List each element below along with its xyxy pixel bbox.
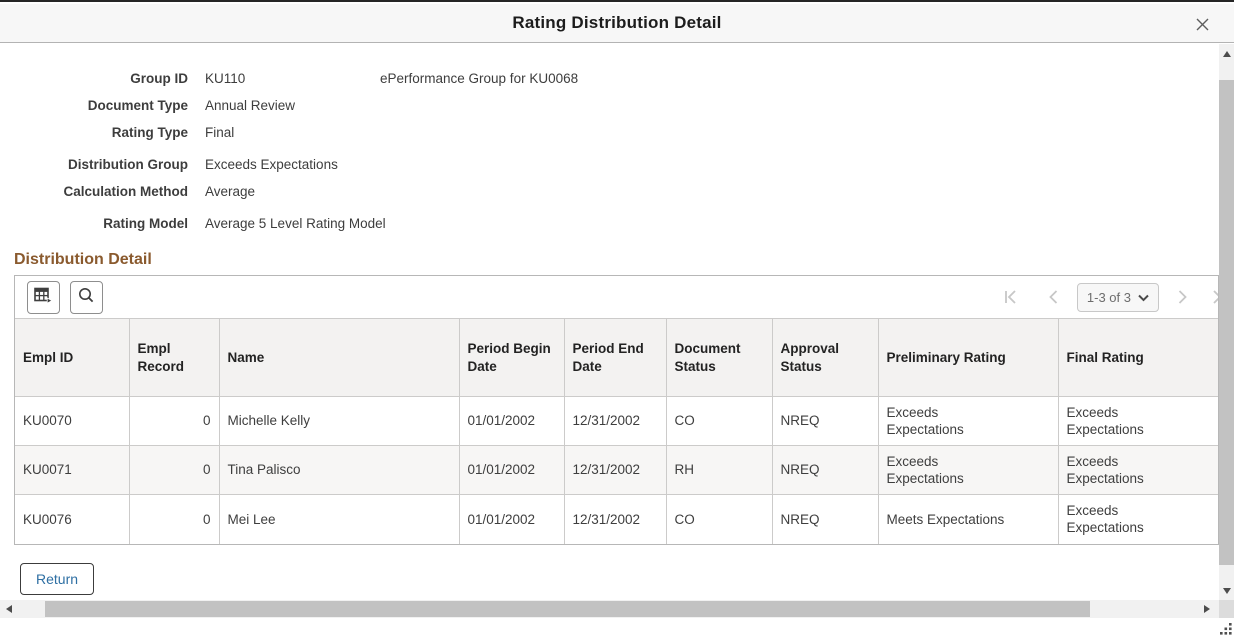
vertical-scrollbar[interactable] bbox=[1219, 44, 1234, 602]
distribution-group-value: Exceeds Expectations bbox=[205, 157, 338, 172]
dialog-content: Group ID KU110 ePerformance Group for KU… bbox=[0, 44, 1219, 602]
scroll-up-icon[interactable] bbox=[1219, 47, 1234, 61]
grid-personalize-download-icon bbox=[34, 287, 53, 307]
field-distribution-group: Distribution Group Exceeds Expectations bbox=[0, 151, 1219, 178]
col-header-empl-record: Empl Record bbox=[128, 318, 220, 397]
cell-final-rating: Exceeds Expectations bbox=[1057, 396, 1218, 446]
cell-period-begin: 01/01/2002 bbox=[458, 396, 565, 446]
horizontal-scrollbar[interactable] bbox=[0, 600, 1219, 618]
page-title: Rating Distribution Detail bbox=[512, 13, 722, 32]
field-rating-type: Rating Type Final bbox=[0, 119, 1219, 146]
section-title: Distribution Detail bbox=[14, 251, 152, 268]
calculation-method-value: Average bbox=[205, 184, 256, 199]
first-page-icon[interactable] bbox=[1002, 289, 1018, 305]
resize-grip-icon[interactable] bbox=[1219, 622, 1232, 635]
cell-empl-record: 0 bbox=[128, 494, 220, 544]
row-range-label: 1-3 of 3 bbox=[1086, 289, 1131, 305]
col-header-preliminary-rating: Preliminary Rating bbox=[877, 318, 1059, 397]
cell-empl-id: KU0070 bbox=[15, 396, 130, 446]
scroll-right-icon[interactable] bbox=[1200, 600, 1214, 618]
cell-period-end: 12/31/2002 bbox=[563, 494, 667, 544]
cell-final-rating: Exceeds Expectations bbox=[1057, 494, 1218, 544]
cell-preliminary-rating: Exceeds Expectations bbox=[877, 445, 1059, 495]
cell-preliminary-rating: Meets Expectations bbox=[877, 494, 1059, 544]
cell-document-status: RH bbox=[665, 445, 773, 495]
previous-page-icon[interactable] bbox=[1046, 289, 1062, 305]
rating-model-label: Rating Model bbox=[103, 216, 188, 231]
col-header-name: Name bbox=[218, 318, 460, 397]
dialog-titlebar: Rating Distribution Detail bbox=[0, 4, 1234, 43]
rating-model-value: Average 5 Level Rating Model bbox=[205, 216, 386, 231]
cell-empl-record: 0 bbox=[128, 445, 220, 495]
grid-pagination: 1-3 of 3 bbox=[1002, 282, 1218, 312]
return-button[interactable]: Return bbox=[20, 562, 95, 595]
cell-approval-status: NREQ bbox=[771, 445, 879, 495]
cell-approval-status: NREQ bbox=[771, 396, 879, 446]
field-rating-model: Rating Model Average 5 Level Rating Mode… bbox=[0, 210, 1219, 237]
grid-action-buttons bbox=[27, 280, 113, 314]
cell-preliminary-rating: Exceeds Expectations bbox=[877, 396, 1059, 446]
row-range-select[interactable]: 1-3 of 3 bbox=[1076, 282, 1159, 312]
cell-name: Mei Lee bbox=[218, 494, 460, 544]
cell-period-end: 12/31/2002 bbox=[563, 445, 667, 495]
horizontal-scrollbar-thumb[interactable] bbox=[45, 601, 1090, 617]
col-header-final-rating: Final Rating bbox=[1057, 318, 1218, 397]
search-icon bbox=[78, 287, 95, 307]
col-header-period-end-date: Period End Date bbox=[563, 318, 667, 397]
document-type-label: Document Type bbox=[87, 98, 188, 113]
close-icon[interactable] bbox=[1192, 14, 1212, 34]
cell-final-rating: Exceeds Expectations bbox=[1057, 445, 1218, 495]
cell-document-status: CO bbox=[665, 494, 773, 544]
scroll-down-icon[interactable] bbox=[1219, 584, 1234, 598]
cell-document-status: CO bbox=[665, 396, 773, 446]
grid-toolbar: 1-3 of 3 bbox=[15, 276, 1218, 318]
group-id-value: KU110 bbox=[205, 71, 246, 86]
scroll-left-icon[interactable] bbox=[2, 600, 16, 618]
cell-name: Michelle Kelly bbox=[218, 396, 460, 446]
distribution-group-label: Distribution Group bbox=[68, 157, 188, 172]
distribution-detail-grid: 1-3 of 3 bbox=[14, 275, 1219, 545]
download-grid-button[interactable] bbox=[27, 280, 60, 314]
vertical-scrollbar-thumb[interactable] bbox=[1219, 80, 1234, 565]
group-id-label: Group ID bbox=[130, 71, 188, 86]
cell-period-end: 12/31/2002 bbox=[563, 396, 667, 446]
summary-fields: Group ID KU110 ePerformance Group for KU… bbox=[0, 65, 1219, 237]
distribution-detail-table: Empl ID Empl Record Name Period Begin Da… bbox=[15, 318, 1218, 544]
table-row: KU0070 0 Michelle Kelly 01/01/2002 12/31… bbox=[15, 396, 1218, 446]
col-header-approval-status: Approval Status bbox=[771, 318, 879, 397]
cell-empl-id: KU0071 bbox=[15, 445, 130, 495]
rating-type-value: Final bbox=[205, 125, 235, 140]
table-row: KU0076 0 Mei Lee 01/01/2002 12/31/2002 C… bbox=[15, 494, 1218, 544]
calculation-method-label: Calculation Method bbox=[63, 184, 189, 199]
last-page-icon[interactable] bbox=[1211, 289, 1218, 305]
field-calculation-method: Calculation Method Average bbox=[0, 178, 1219, 205]
cell-approval-status: NREQ bbox=[771, 494, 879, 544]
cell-period-begin: 01/01/2002 bbox=[458, 494, 565, 544]
next-page-icon[interactable] bbox=[1174, 289, 1190, 305]
document-type-value: Annual Review bbox=[205, 98, 296, 113]
col-header-empl-id: Empl ID bbox=[15, 318, 130, 397]
table-header-row: Empl ID Empl Record Name Period Begin Da… bbox=[15, 318, 1218, 397]
field-group-id: Group ID KU110 ePerformance Group for KU… bbox=[0, 65, 1219, 92]
cell-name: Tina Palisco bbox=[218, 445, 460, 495]
table-row: KU0071 0 Tina Palisco 01/01/2002 12/31/2… bbox=[15, 445, 1218, 495]
group-id-description: ePerformance Group for KU0068 bbox=[380, 71, 579, 86]
scrollbar-corner bbox=[1219, 600, 1234, 618]
cell-empl-id: KU0076 bbox=[15, 494, 130, 544]
field-document-type: Document Type Annual Review bbox=[0, 92, 1219, 119]
chevron-down-icon bbox=[1138, 290, 1149, 305]
cell-period-begin: 01/01/2002 bbox=[458, 445, 565, 495]
find-button[interactable] bbox=[70, 280, 103, 314]
col-header-document-status: Document Status bbox=[665, 318, 773, 397]
rating-type-label: Rating Type bbox=[111, 125, 188, 140]
cell-empl-record: 0 bbox=[128, 396, 220, 446]
col-header-period-begin-date: Period Begin Date bbox=[458, 318, 565, 397]
